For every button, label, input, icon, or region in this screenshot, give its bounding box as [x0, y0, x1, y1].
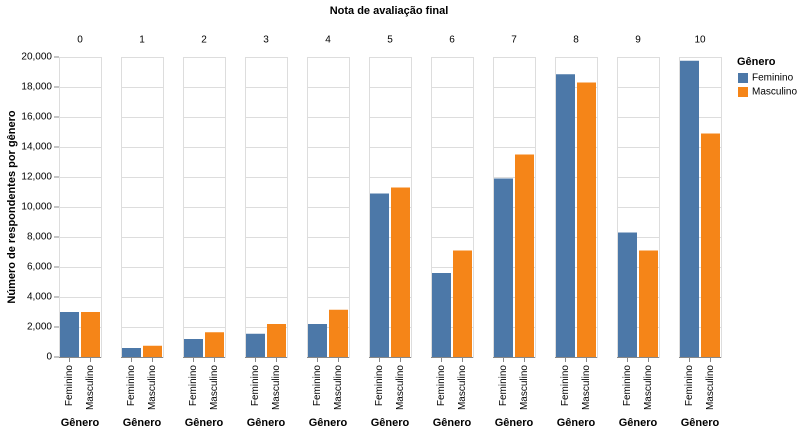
- y-axis-title: Número de respondentes por gênero: [6, 110, 18, 303]
- x-axis-title: Gênero: [681, 417, 720, 429]
- bar: [122, 348, 141, 357]
- bar: [205, 332, 224, 357]
- x-axis-title: Gênero: [247, 417, 286, 429]
- facet-label: 5: [387, 35, 393, 46]
- facet-label: 9: [635, 35, 641, 46]
- x-axis-title: Gênero: [309, 417, 348, 429]
- y-tick-label: 14,000: [21, 142, 52, 153]
- y-tick-label: 8,000: [27, 232, 52, 243]
- x-tick-label: Masculino: [643, 365, 654, 410]
- bar: [639, 250, 658, 357]
- y-tick-label: 6,000: [27, 262, 52, 273]
- bar: [60, 312, 79, 357]
- bar: [618, 232, 637, 357]
- x-tick-label: Feminino: [126, 365, 137, 407]
- chart-title: Nota de avaliação final: [330, 5, 449, 17]
- x-tick-label: Masculino: [333, 365, 344, 410]
- bar: [515, 154, 534, 357]
- bar: [453, 250, 472, 357]
- legend-label: Feminino: [752, 73, 794, 84]
- y-tick-label: 12,000: [21, 172, 52, 183]
- bar: [432, 273, 451, 357]
- legend-label: Masculino: [752, 87, 797, 98]
- legend-title: Gênero: [737, 56, 776, 68]
- x-axis-title: Gênero: [619, 417, 658, 429]
- y-tick-label: 18,000: [21, 82, 52, 93]
- bar: [143, 345, 162, 357]
- y-tick-label: 10,000: [21, 202, 52, 213]
- bar: [267, 324, 286, 357]
- y-tick-label: 20,000: [21, 52, 52, 63]
- x-tick-label: Feminino: [498, 365, 509, 407]
- legend-swatch: [738, 73, 748, 83]
- x-tick-label: Feminino: [622, 365, 633, 407]
- facet-label: 7: [511, 35, 517, 46]
- bar: [494, 178, 513, 357]
- bar: [81, 312, 100, 357]
- bar: [184, 339, 203, 357]
- facet-label: 8: [573, 35, 579, 46]
- x-axis-title: Gênero: [185, 417, 224, 429]
- x-tick-label: Feminino: [250, 365, 261, 407]
- x-axis-title: Gênero: [433, 417, 472, 429]
- x-axis-title: Gênero: [61, 417, 100, 429]
- y-tick-label: 0: [46, 352, 52, 363]
- x-tick-label: Feminino: [64, 365, 75, 407]
- x-tick-label: Masculino: [519, 365, 530, 410]
- bar: [370, 193, 389, 357]
- x-tick-label: Masculino: [581, 365, 592, 410]
- bar: [680, 60, 699, 357]
- x-axis-title: Gênero: [495, 417, 534, 429]
- y-tick-label: 4,000: [27, 292, 52, 303]
- x-tick-label: Feminino: [560, 365, 571, 407]
- x-tick-label: Feminino: [188, 365, 199, 407]
- y-tick-label: 16,000: [21, 112, 52, 123]
- x-tick-label: Masculino: [395, 365, 406, 410]
- facet-label: 10: [694, 35, 706, 46]
- bar: [701, 133, 720, 357]
- bar: [329, 309, 348, 357]
- x-tick-label: Masculino: [209, 365, 220, 410]
- x-tick-label: Masculino: [457, 365, 468, 410]
- x-tick-label: Masculino: [147, 365, 158, 410]
- x-axis-title: Gênero: [123, 417, 162, 429]
- y-tick-label: 2,000: [27, 322, 52, 333]
- bar: [556, 74, 575, 357]
- x-tick-label: Masculino: [85, 365, 96, 410]
- facet-label: 4: [325, 35, 331, 46]
- x-axis-title: Gênero: [371, 417, 410, 429]
- x-tick-label: Feminino: [312, 365, 323, 407]
- facet-label: 2: [201, 35, 207, 46]
- facet-label: 1: [139, 35, 145, 46]
- x-axis-title: Gênero: [557, 417, 596, 429]
- x-tick-label: Feminino: [684, 365, 695, 407]
- facet-label: 6: [449, 35, 455, 46]
- x-tick-label: Feminino: [436, 365, 447, 407]
- facet-label: 3: [263, 35, 269, 46]
- bar: [391, 187, 410, 357]
- bar: [246, 333, 265, 357]
- x-tick-label: Feminino: [374, 365, 385, 407]
- legend-swatch: [738, 87, 748, 97]
- bar: [577, 82, 596, 357]
- facet-label: 0: [77, 35, 83, 46]
- x-tick-label: Masculino: [271, 365, 282, 410]
- bar: [308, 324, 327, 357]
- x-tick-label: Masculino: [705, 365, 716, 410]
